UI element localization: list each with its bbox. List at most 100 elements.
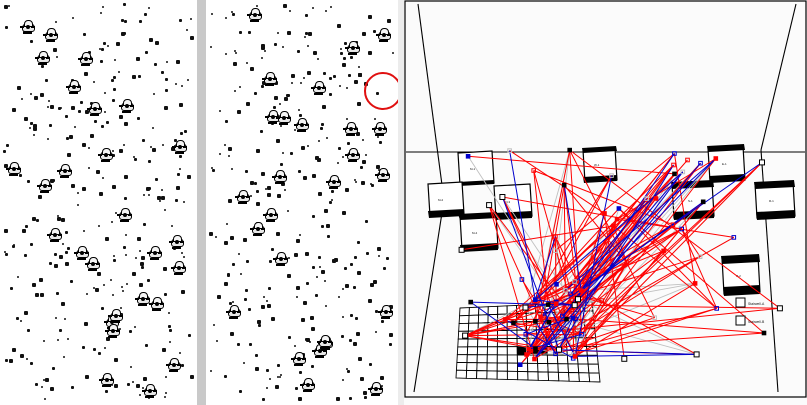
network-node[interactable]: [759, 159, 765, 166]
network-node[interactable]: [700, 199, 706, 205]
network-node[interactable]: [602, 211, 607, 216]
network-node[interactable]: [609, 173, 614, 178]
network-node[interactable]: [545, 302, 551, 307]
network-node[interactable]: [567, 147, 572, 153]
network-node[interactable]: [672, 151, 677, 156]
network-node[interactable]: [523, 332, 529, 337]
network-node[interactable]: [685, 157, 690, 163]
network-node[interactable]: [486, 202, 493, 209]
network-node[interactable]: [502, 317, 508, 322]
network-node[interactable]: [611, 223, 616, 229]
legend-entry-1[interactable]: Stairwell-A: [735, 297, 765, 308]
obstacle-marker: [317, 191, 322, 196]
network-node[interactable]: [761, 330, 767, 336]
network-node[interactable]: [468, 299, 474, 305]
room-r-2[interactable]: R-2: [721, 254, 761, 296]
network-node[interactable]: [532, 356, 537, 362]
network-node[interactable]: [653, 196, 659, 201]
network-node[interactable]: [652, 315, 657, 320]
agent-sprite: [116, 208, 132, 223]
network-node[interactable]: [661, 248, 666, 254]
network-node[interactable]: [526, 347, 532, 352]
network-node[interactable]: [624, 260, 630, 266]
network-node[interactable]: [697, 254, 703, 259]
network-node[interactable]: [532, 297, 538, 302]
network-node[interactable]: [670, 222, 676, 227]
network-node[interactable]: [692, 281, 698, 286]
network-edge: [465, 335, 536, 350]
network-node[interactable]: [564, 316, 569, 322]
obstacle-marker: [243, 298, 247, 302]
network-node[interactable]: [533, 346, 538, 351]
network-node[interactable]: [533, 319, 538, 324]
network-node[interactable]: [571, 302, 578, 309]
network-node[interactable]: [553, 234, 558, 239]
room-m-2-label: M-2: [438, 198, 443, 202]
obstacle-marker: [216, 295, 221, 300]
network-node[interactable]: [556, 346, 562, 353]
network-node[interactable]: [462, 332, 469, 339]
room-e-1[interactable]: E-1: [707, 144, 746, 183]
network-node[interactable]: [621, 355, 628, 362]
obstacle-marker: [228, 301, 232, 305]
obstacle-marker: [269, 259, 273, 263]
network-node[interactable]: [553, 351, 558, 357]
network-node[interactable]: [714, 306, 719, 311]
network-node[interactable]: [458, 246, 465, 253]
obstacle-marker: [110, 279, 112, 282]
network-node[interactable]: [499, 194, 506, 200]
room-m-3[interactable]: M-3: [493, 183, 533, 220]
network-node[interactable]: [553, 301, 559, 306]
network-node[interactable]: [572, 354, 578, 359]
network-node[interactable]: [538, 314, 543, 319]
network-node[interactable]: [519, 277, 525, 282]
network-node[interactable]: [679, 226, 684, 232]
network-node[interactable]: [554, 282, 559, 287]
network-node[interactable]: [616, 206, 622, 211]
obstacle-marker: [304, 31, 308, 35]
obstacle-marker: [47, 138, 50, 141]
network-node[interactable]: [563, 288, 568, 293]
obstacle-marker: [354, 181, 357, 184]
panel-divider-2: [398, 0, 404, 405]
grid-cell: [457, 338, 469, 348]
network-node[interactable]: [644, 196, 649, 201]
room-m-2[interactable]: M-2: [427, 181, 465, 218]
network-node[interactable]: [575, 296, 581, 303]
network-node[interactable]: [693, 351, 700, 358]
network-node[interactable]: [599, 298, 604, 303]
network-node[interactable]: [531, 168, 537, 173]
obstacle-marker: [81, 255, 86, 260]
network-node[interactable]: [713, 156, 719, 161]
network-node[interactable]: [671, 162, 676, 168]
network-node[interactable]: [511, 320, 516, 326]
network-node[interactable]: [465, 154, 471, 159]
room-m-4[interactable]: M-4: [458, 212, 499, 252]
network-node[interactable]: [672, 171, 677, 177]
obstacle-marker: [128, 329, 132, 333]
network-node[interactable]: [552, 248, 558, 253]
room-r-1[interactable]: R-1: [754, 180, 796, 220]
network-node[interactable]: [570, 315, 576, 321]
network-node[interactable]: [776, 305, 783, 312]
network-node[interactable]: [517, 362, 523, 367]
obstacle-marker: [53, 253, 57, 257]
network-node[interactable]: [546, 320, 552, 325]
network-node[interactable]: [731, 235, 737, 240]
network-node[interactable]: [568, 291, 574, 297]
network-node[interactable]: [579, 331, 585, 337]
network-node[interactable]: [522, 304, 529, 311]
network-node[interactable]: [507, 148, 512, 153]
network-node[interactable]: [572, 279, 577, 284]
network-node[interactable]: [680, 169, 686, 175]
network-node[interactable]: [579, 288, 584, 293]
network-node[interactable]: [698, 160, 703, 166]
network-node[interactable]: [614, 216, 620, 222]
network-node[interactable]: [561, 182, 567, 188]
network-node[interactable]: [524, 352, 529, 357]
obstacle-marker: [291, 82, 294, 85]
legend-entry-2[interactable]: Stairwell-B: [735, 315, 765, 326]
obstacle-marker: [342, 56, 346, 60]
obstacle-marker: [318, 255, 322, 259]
network-node[interactable]: [560, 313, 565, 319]
